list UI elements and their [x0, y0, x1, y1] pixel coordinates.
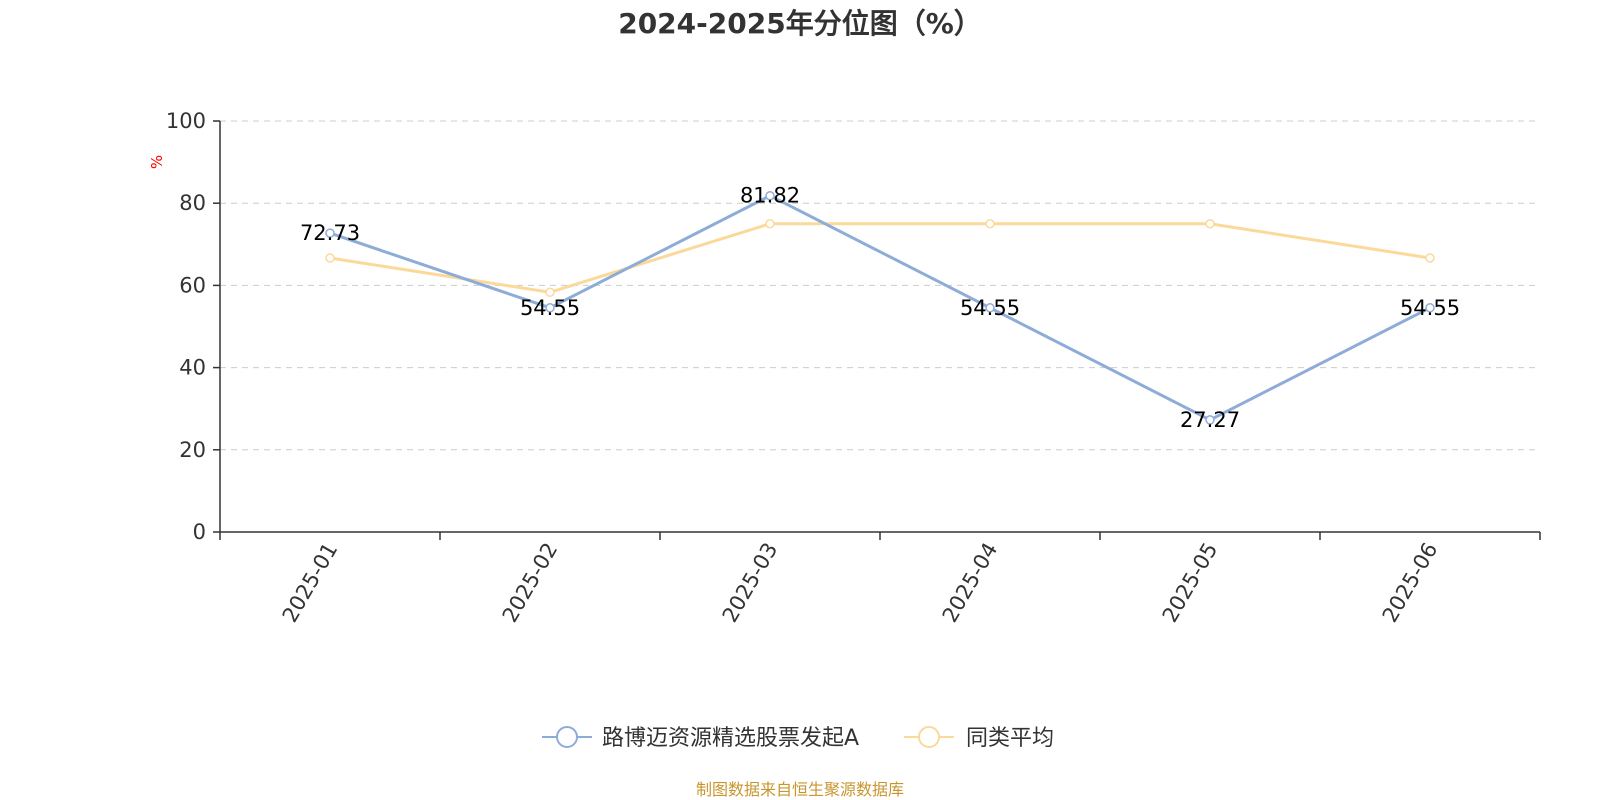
series-line-0	[329, 194, 1431, 422]
series-line-1	[329, 222, 1431, 294]
y-tick-label: 0	[193, 520, 206, 544]
legend: 路博迈资源精选股票发起A 同类平均	[542, 726, 1054, 751]
x-tick-label: 2025-03	[718, 539, 783, 627]
series-1-point	[1425, 253, 1435, 263]
chart-title: 2024-2025年分位图（%）	[618, 7, 982, 40]
y-axis-label: %	[148, 155, 166, 169]
y-tick-label: 100	[166, 109, 206, 133]
series-0-point	[325, 228, 335, 238]
y-tick-label: 40	[179, 356, 206, 380]
data-label: 27.27	[1180, 408, 1240, 432]
source-note: 制图数据来自恒生聚源数据库	[696, 780, 904, 799]
series-1-point	[325, 253, 335, 263]
series-1-point	[765, 219, 775, 229]
x-tick-label: 2025-04	[938, 539, 1003, 627]
y-tick-label: 60	[179, 273, 206, 297]
data-label: 54.55	[960, 296, 1020, 320]
legend-marker-circle	[556, 726, 578, 748]
series-0-point	[765, 190, 775, 201]
legend-marker-circle	[918, 726, 940, 748]
y-tick-label: 20	[179, 438, 206, 462]
series-1-point	[1205, 219, 1215, 229]
series-0-point	[985, 303, 995, 313]
legend-item-series-0[interactable]: 路博迈资源精选股票发起A	[542, 726, 859, 751]
legend-item-series-1[interactable]: 同类平均	[904, 726, 1054, 751]
x-tick-label: 2025-05	[1158, 539, 1223, 627]
series-1-point	[985, 219, 995, 229]
x-tick-label: 2025-02	[498, 539, 563, 627]
series-0-point	[1425, 303, 1435, 313]
data-label: 54.55	[520, 296, 580, 320]
y-tick-label: 80	[179, 191, 206, 215]
data-label: 54.55	[1400, 296, 1460, 320]
x-tick-label: 2025-06	[1378, 539, 1443, 627]
legend-label: 同类平均	[966, 726, 1054, 751]
data-label: 72.73	[300, 221, 360, 245]
series-0-point	[545, 303, 555, 313]
x-tick-label: 2025-01	[278, 539, 343, 627]
series-0-point	[1205, 415, 1215, 425]
series-lines	[325, 190, 1435, 425]
data-label: 81.82	[740, 184, 800, 208]
grid-lines	[220, 120, 1540, 451]
legend-label: 路博迈资源精选股票发起A	[602, 726, 859, 751]
data-labels: 72.73 54.55 81.82 54.55 27.27 54.55	[300, 184, 1460, 432]
series-1-point	[545, 287, 555, 298]
